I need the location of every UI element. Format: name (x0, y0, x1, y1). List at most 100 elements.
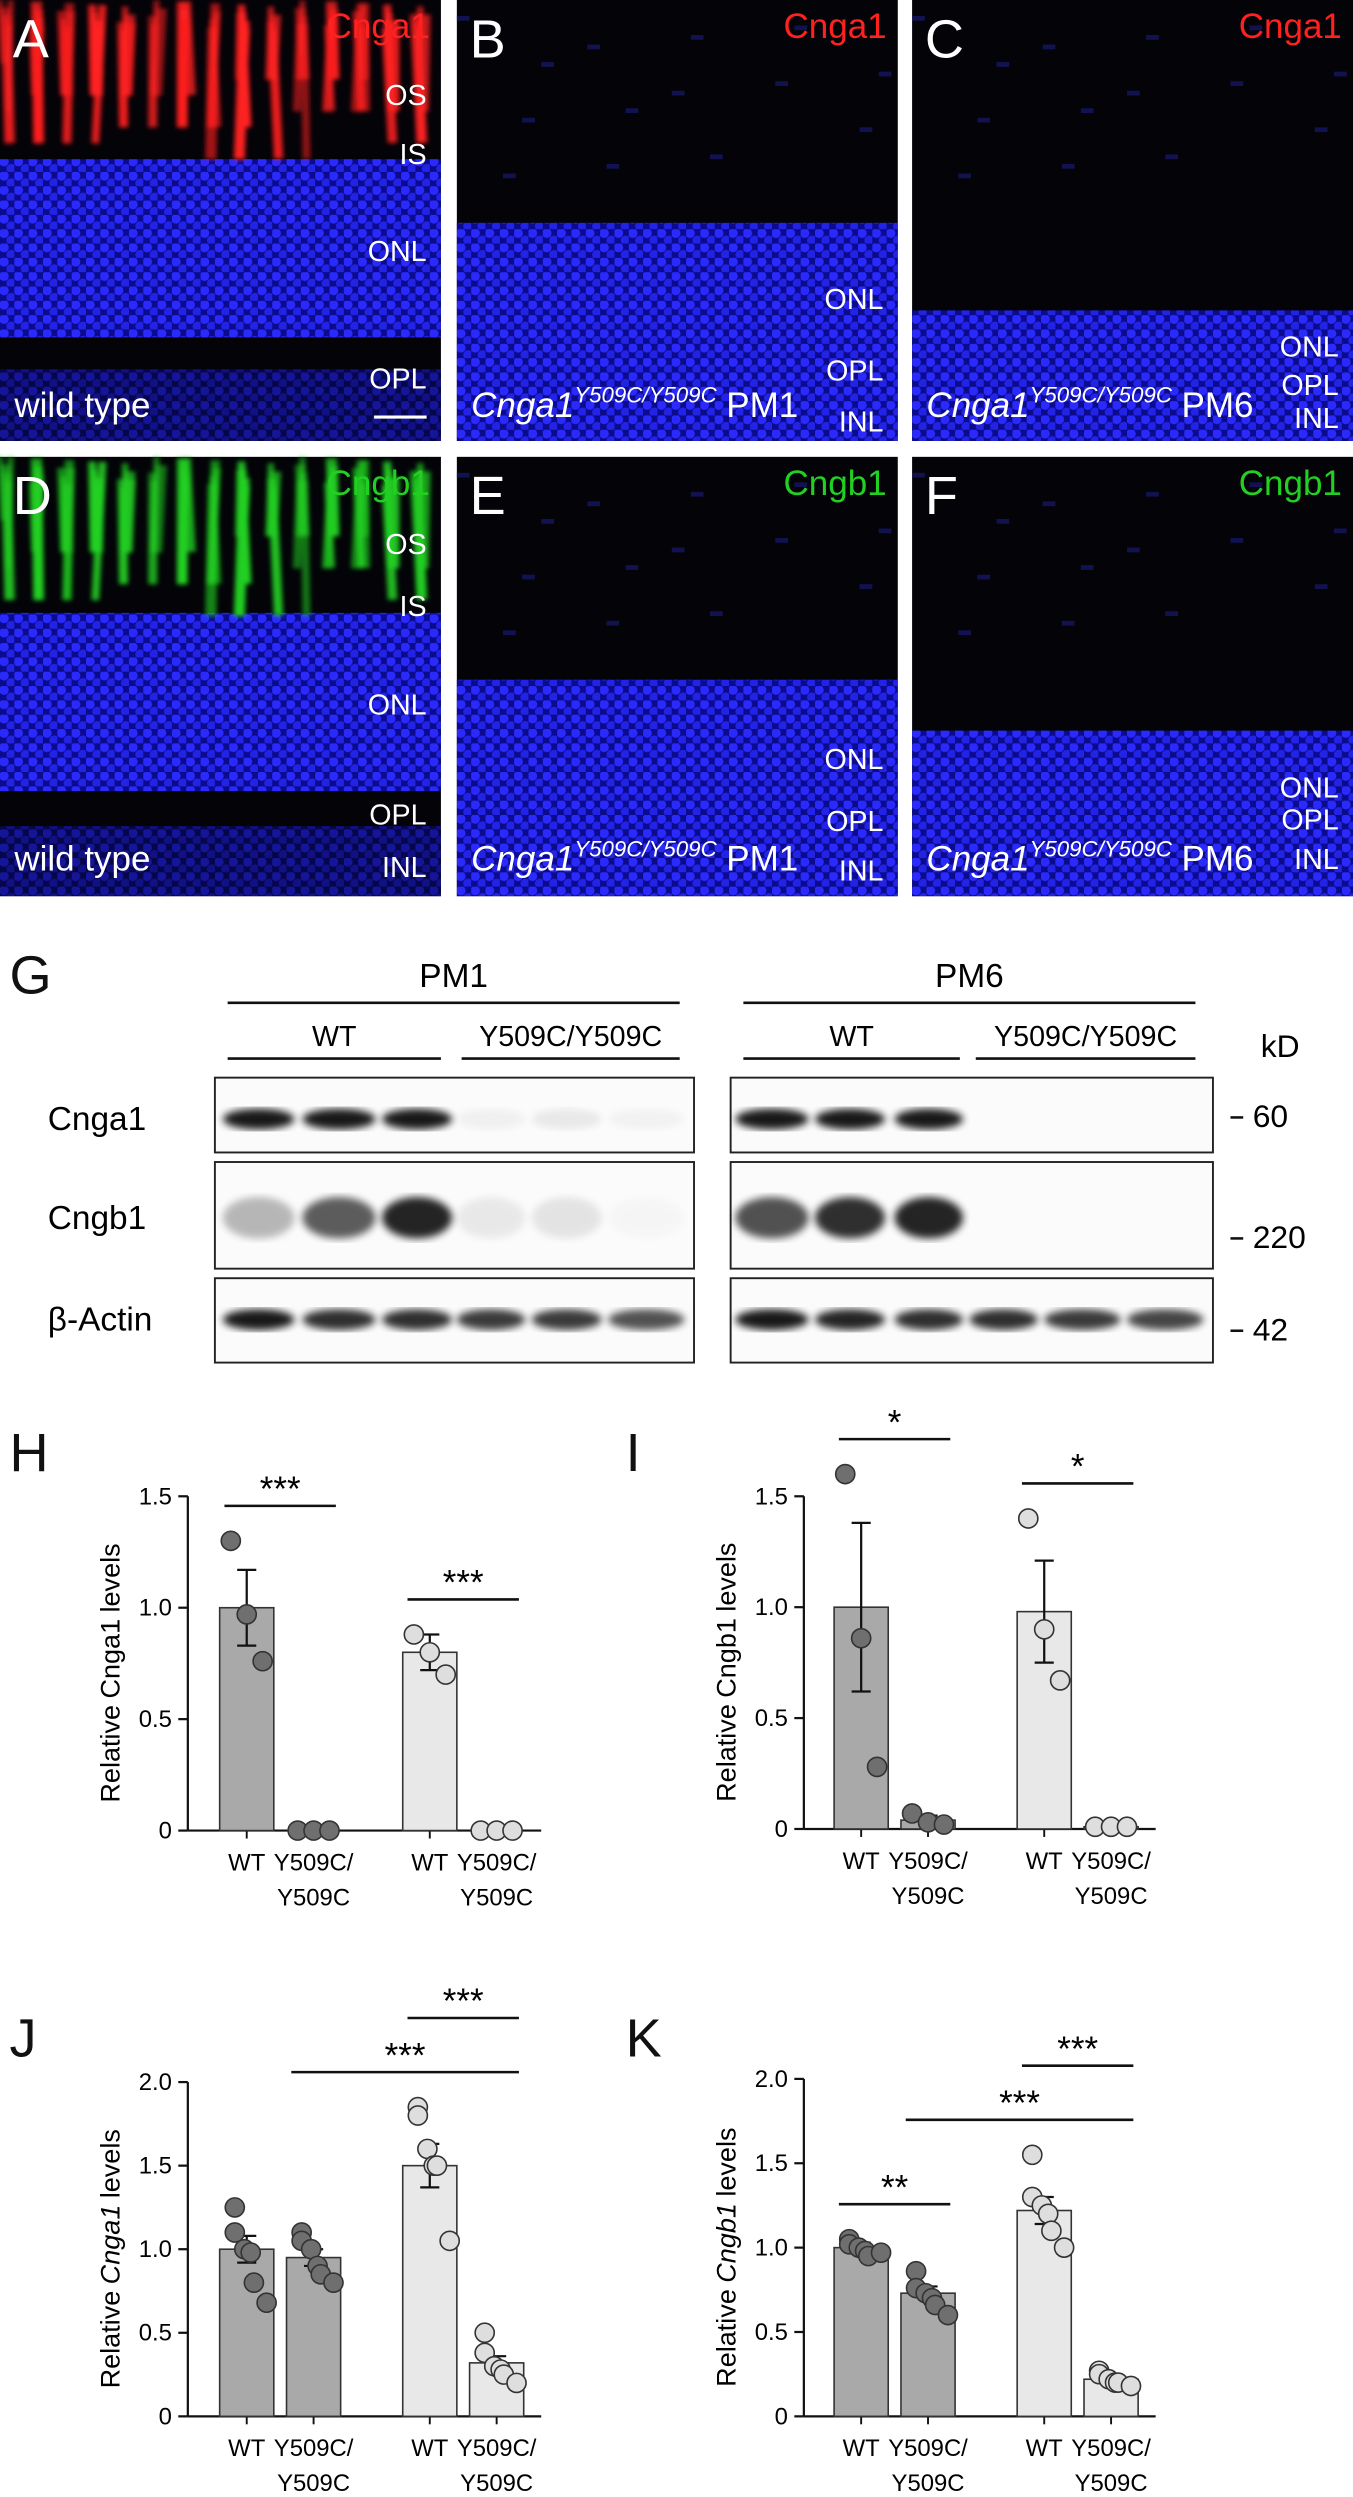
group-label: PM6 (935, 958, 1004, 995)
stain-speck (1314, 127, 1328, 133)
stain-streak (122, 22, 136, 96)
stain-streak (328, 466, 340, 537)
x-tick-label: Y509C/ (888, 1848, 968, 1875)
layer-label: OPL (826, 806, 883, 838)
stain-streak (151, 464, 167, 553)
x-tick-label: Y509C (1075, 2470, 1148, 2497)
stain-label: Cngb1 (783, 464, 886, 503)
stain-streak (240, 12, 251, 128)
caption-time: PM6 (1181, 386, 1253, 425)
stain-speck (606, 163, 620, 169)
layer-label: OS (385, 529, 426, 561)
stain-speck (1249, 25, 1263, 31)
nuclear-layer (0, 159, 441, 338)
genotype-caption: wild type (13, 840, 150, 879)
stain-streak (328, 9, 340, 80)
y-tick-label: 0 (775, 2403, 788, 2430)
stain-speck (859, 584, 873, 589)
blot-band (302, 1197, 376, 1239)
stain-streak (209, 475, 222, 585)
x-tick-label: Y509C (277, 2470, 350, 2497)
stain-streak (33, 25, 45, 144)
data-point (1053, 2237, 1075, 2258)
nuclear-layer (912, 310, 1353, 441)
y-tick-label: 1.0 (139, 2236, 172, 2263)
blot-band (1044, 1309, 1121, 1330)
y-label-gene: Cnga1 (95, 2205, 125, 2285)
y-axis-label: Relative Cngb1 levels (711, 1543, 741, 1802)
significance-label: *** (999, 2084, 1040, 2123)
data-point (1017, 1508, 1039, 1529)
stain-speck (709, 154, 723, 160)
mw-label: 42 (1253, 1311, 1288, 1347)
micrograph-panel: A Cnga1 OS IS ONL OPL wild type (0, 0, 441, 441)
stain-speck (456, 472, 470, 478)
stain-speck (709, 611, 723, 617)
stain-speck (606, 620, 620, 626)
stain-label: Cngb1 (327, 464, 430, 503)
stain-speck (1061, 620, 1075, 626)
stain-streak (5, 456, 14, 569)
blot-band (302, 1309, 376, 1330)
y-label-gene: Cngb1 (711, 2203, 741, 2283)
y-label-gene: Cngb1 (711, 1618, 741, 1698)
mw-label: 60 (1253, 1098, 1288, 1134)
panel-letter: F (925, 466, 958, 526)
bar (218, 2248, 275, 2418)
genotype-caption: Cnga1Y509C/Y509C PM1 (471, 836, 798, 878)
data-point (323, 2272, 344, 2293)
blot-band (456, 1108, 526, 1130)
caption-time: PM6 (1181, 840, 1253, 879)
stain-streak (33, 482, 45, 601)
stain-speck (996, 518, 1010, 524)
stain-streak (151, 8, 167, 97)
data-point (834, 1463, 856, 1485)
stain-label: Cngb1 (1239, 464, 1342, 503)
caption-gene: Cnga1 (471, 840, 574, 879)
blot-band (382, 1108, 453, 1130)
stain-speck (859, 127, 873, 133)
stain-streak (359, 460, 370, 537)
y-tick-label: 0.5 (139, 1706, 172, 1733)
stain-speck (671, 547, 685, 553)
blot-band (222, 1197, 295, 1239)
blot-band (302, 1108, 376, 1130)
layer-label: INL (1294, 844, 1339, 876)
layer-label: INL (1294, 403, 1339, 435)
x-tick-label: WT (1026, 2435, 1064, 2462)
data-point (1021, 2144, 1043, 2166)
y-axis-label: Relative Cngb1 levels (711, 2128, 741, 2387)
blot-band (815, 1197, 886, 1239)
data-point (937, 2304, 959, 2326)
blot-box (213, 1161, 695, 1270)
x-tick-label: WT (228, 1849, 266, 1876)
x-tick-label: Y509C/ (1071, 1848, 1151, 1875)
data-point (224, 2197, 246, 2218)
stain-label: Cnga1 (327, 7, 430, 46)
stain-speck (794, 25, 808, 31)
x-tick-label: Y509C (460, 1884, 533, 1911)
y-label-suffix: levels (95, 2129, 125, 2198)
stain-speck (690, 491, 704, 497)
blot-row-label: β-Actin (48, 1302, 153, 1339)
blot-band (735, 1108, 809, 1130)
x-tick-label: WT (411, 2435, 449, 2462)
stain-speck (503, 630, 516, 636)
x-tick-label: Y509C (1075, 1883, 1148, 1910)
y-label-prefix: Relative (711, 2289, 741, 2387)
stain-speck (1146, 35, 1159, 40)
blot-band (531, 1108, 602, 1130)
stain-streak (62, 468, 76, 601)
stain-speck (625, 108, 639, 114)
y-tick-label: 1.0 (755, 1594, 788, 1621)
stain-speck (878, 71, 892, 77)
stain-streak (209, 18, 222, 128)
data-point (240, 2242, 262, 2263)
panel-letter: D (13, 466, 52, 526)
y-label-prefix: Relative (95, 1705, 125, 1803)
stain-speck (625, 565, 639, 570)
layer-label: OPL (1281, 804, 1338, 836)
